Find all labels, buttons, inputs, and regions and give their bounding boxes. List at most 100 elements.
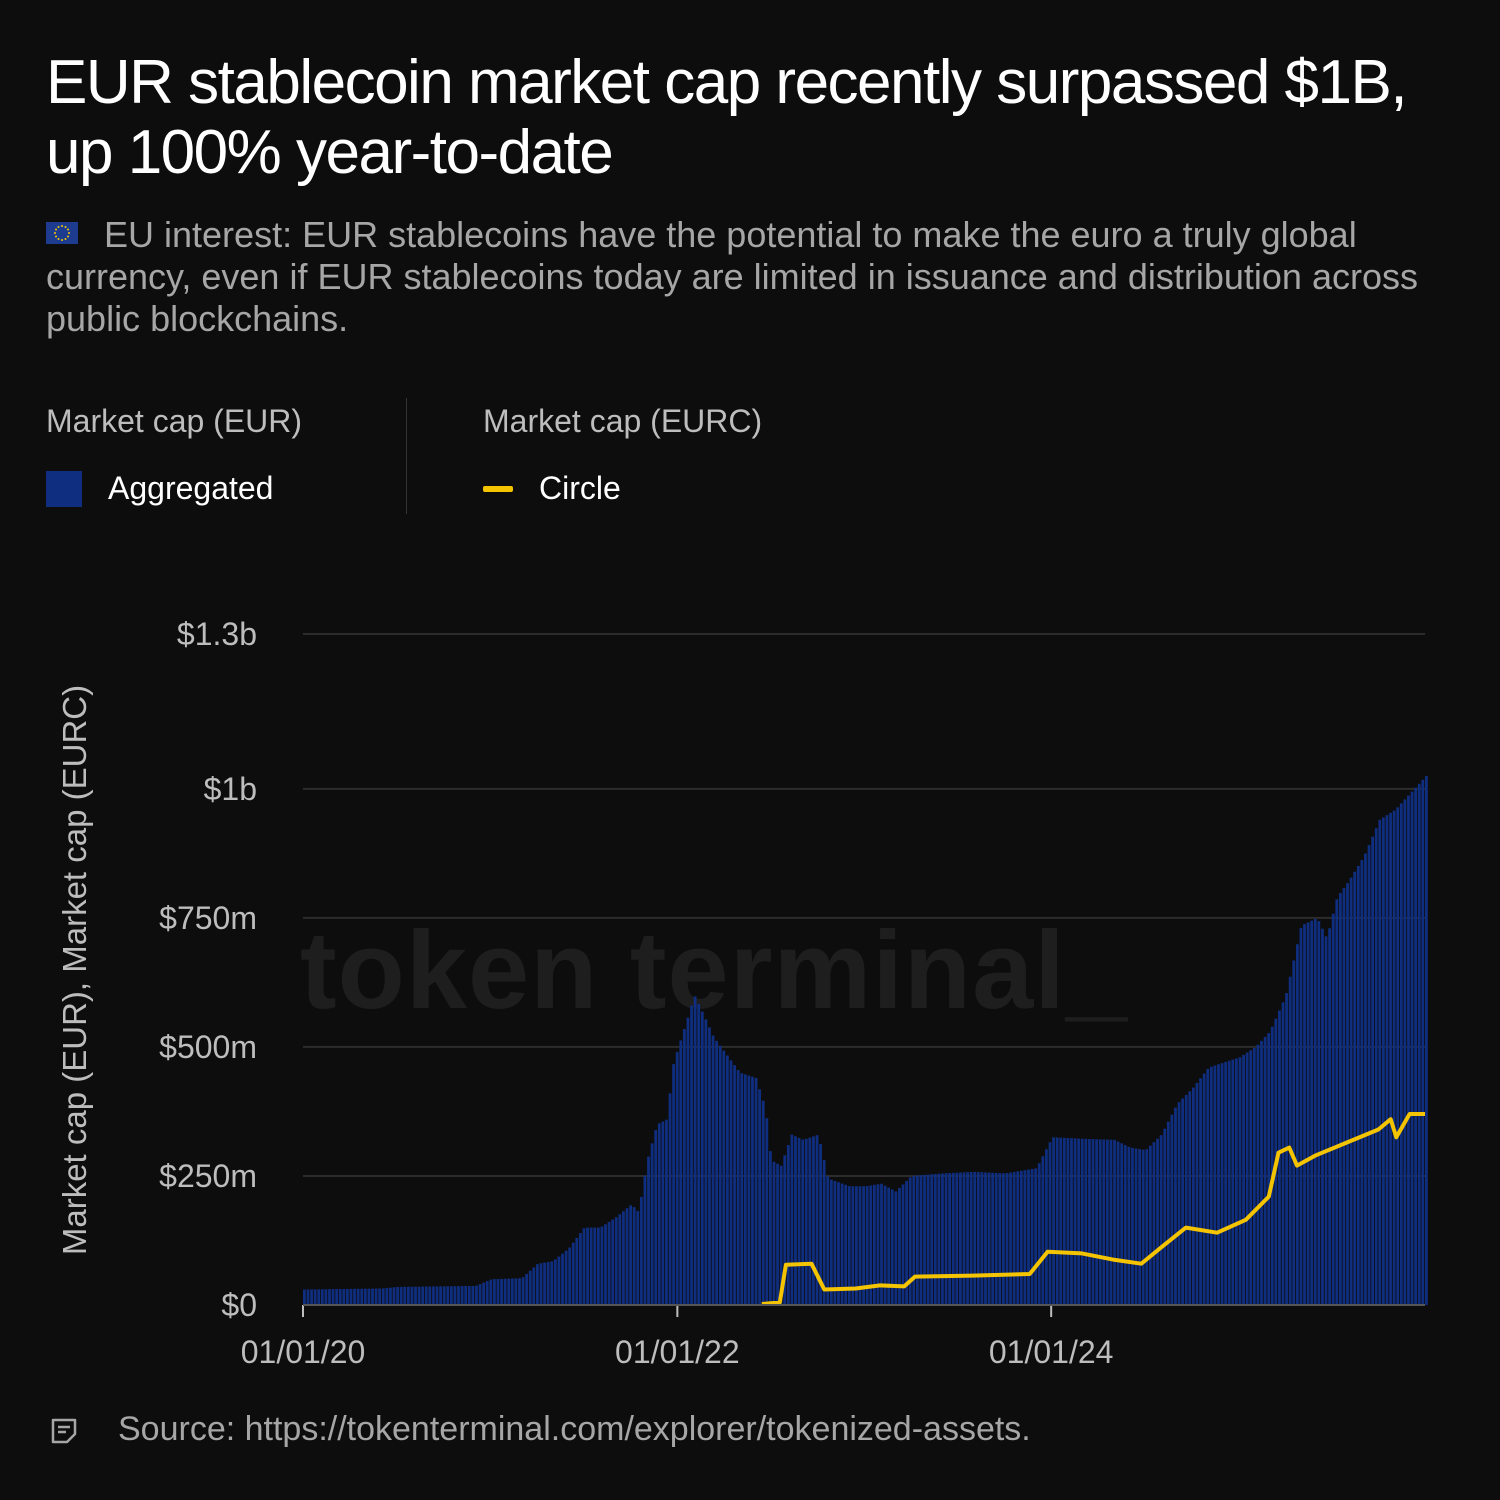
aggregated-bar	[313, 1289, 317, 1305]
aggregated-bar	[1095, 1139, 1098, 1305]
aggregated-bar	[962, 1172, 966, 1305]
aggregated-bar	[998, 1173, 1002, 1305]
aggregated-bar	[471, 1285, 475, 1305]
aggregated-bar	[761, 1100, 765, 1305]
aggregated-bar	[346, 1288, 349, 1305]
aggregated-bar	[1174, 1107, 1177, 1305]
aggregated-bar	[453, 1286, 457, 1305]
aggregated-bar	[654, 1130, 658, 1305]
aggregated-bar	[475, 1285, 478, 1305]
aggregated-bar	[1288, 976, 1292, 1305]
aggregated-bar	[1091, 1139, 1095, 1305]
aggregated-bar	[582, 1228, 586, 1305]
aggregated-bar	[507, 1278, 511, 1305]
aggregated-bar	[901, 1184, 905, 1305]
aggregated-bar	[306, 1289, 310, 1305]
aggregated-bar	[790, 1134, 794, 1305]
aggregated-bar	[342, 1288, 346, 1305]
aggregated-bar	[725, 1055, 729, 1305]
aggregated-bar	[779, 1165, 783, 1305]
aggregated-bar	[840, 1183, 844, 1305]
aggregated-bar	[593, 1227, 597, 1305]
aggregated-bar	[600, 1226, 604, 1305]
aggregated-bar	[485, 1281, 489, 1305]
aggregated-bar	[374, 1288, 378, 1305]
aggregated-bar	[553, 1259, 557, 1305]
aggregated-bar	[887, 1187, 891, 1305]
aggregated-bar	[1120, 1143, 1124, 1305]
aggregated-bar	[360, 1288, 364, 1305]
aggregated-bar	[672, 1064, 676, 1305]
aggregated-bar	[1012, 1171, 1016, 1305]
aggregated-bar	[912, 1175, 916, 1305]
aggregated-bar	[1310, 920, 1314, 1305]
aggregated-bar	[1066, 1138, 1070, 1305]
aggregated-bar	[776, 1163, 779, 1305]
aggregated-bar	[1335, 899, 1339, 1305]
aggregated-bar	[679, 1040, 683, 1305]
aggregated-bar	[966, 1172, 969, 1305]
aggregated-bar	[1134, 1148, 1138, 1305]
legend-item-aggregated[interactable]: Aggregated	[46, 470, 273, 507]
aggregated-bar	[1152, 1142, 1156, 1305]
aggregated-bar	[629, 1205, 632, 1305]
aggregated-bar	[417, 1286, 421, 1305]
legend-item-circle[interactable]: Circle	[483, 470, 621, 507]
aggregated-bar	[414, 1286, 417, 1305]
aggregated-bar	[586, 1227, 589, 1305]
aggregated-bar	[1141, 1149, 1145, 1305]
aggregated-bar	[310, 1289, 313, 1305]
aggregated-bar	[1113, 1139, 1116, 1305]
aggregated-bar	[589, 1227, 593, 1305]
aggregated-bar	[328, 1289, 331, 1305]
aggregated-bar	[489, 1279, 493, 1305]
aggregated-bar	[353, 1288, 356, 1305]
aggregated-bar	[525, 1273, 529, 1305]
aggregated-bar	[338, 1289, 342, 1305]
aggregated-bar	[855, 1186, 858, 1305]
circle-swatch	[483, 485, 513, 492]
source-note: Source: https://tokenterminal.com/explor…	[118, 1410, 1031, 1448]
aggregated-bar	[439, 1286, 443, 1305]
aggregated-bar	[769, 1151, 772, 1305]
aggregated-bar	[980, 1172, 984, 1305]
aggregated-bar	[837, 1182, 840, 1305]
aggregated-bar	[862, 1186, 865, 1305]
aggregated-bar	[1256, 1044, 1260, 1305]
aggregated-bar	[356, 1288, 360, 1305]
aggregated-bar	[421, 1286, 425, 1305]
aggregated-bar	[754, 1077, 758, 1305]
aggregated-bar	[1217, 1064, 1220, 1305]
aggregated-bar	[457, 1286, 460, 1305]
legend-aggregated-label: Aggregated	[108, 470, 274, 506]
aggregated-bar	[797, 1137, 801, 1305]
aggregated-bar	[675, 1052, 679, 1305]
aggregated-bar	[579, 1233, 582, 1305]
legend-divider	[406, 398, 407, 514]
aggregated-bar	[958, 1172, 962, 1305]
aggregated-bar	[1199, 1078, 1202, 1305]
aggregated-bar	[1245, 1052, 1249, 1305]
aggregated-bar	[632, 1207, 636, 1305]
aggregated-bar	[385, 1288, 389, 1305]
aggregated-bar	[389, 1287, 392, 1305]
aggregated-bar	[1102, 1139, 1106, 1305]
aggregated-bar	[1220, 1063, 1224, 1305]
aggregated-bar	[625, 1208, 629, 1305]
aggregated-bar	[543, 1262, 546, 1305]
aggregated-bar	[991, 1172, 995, 1305]
aggregated-bar	[1005, 1173, 1009, 1305]
aggregated-bar	[1224, 1061, 1228, 1305]
y-tick-label: $1.3b	[177, 616, 257, 652]
aggregated-bar	[1295, 944, 1299, 1305]
chart-subtitle: EU interest: EUR stablecoins have the po…	[46, 214, 1446, 340]
aggregated-bar	[532, 1267, 536, 1305]
aggregated-bar	[668, 1093, 672, 1305]
aggregated-bar	[1077, 1138, 1081, 1305]
aggregated-bar	[1356, 865, 1360, 1305]
aggregated-bar	[1062, 1137, 1066, 1305]
aggregated-bar	[510, 1278, 514, 1305]
aggregated-bar	[1338, 893, 1342, 1305]
aggregated-bar	[833, 1180, 837, 1305]
aggregated-bar	[449, 1286, 453, 1305]
